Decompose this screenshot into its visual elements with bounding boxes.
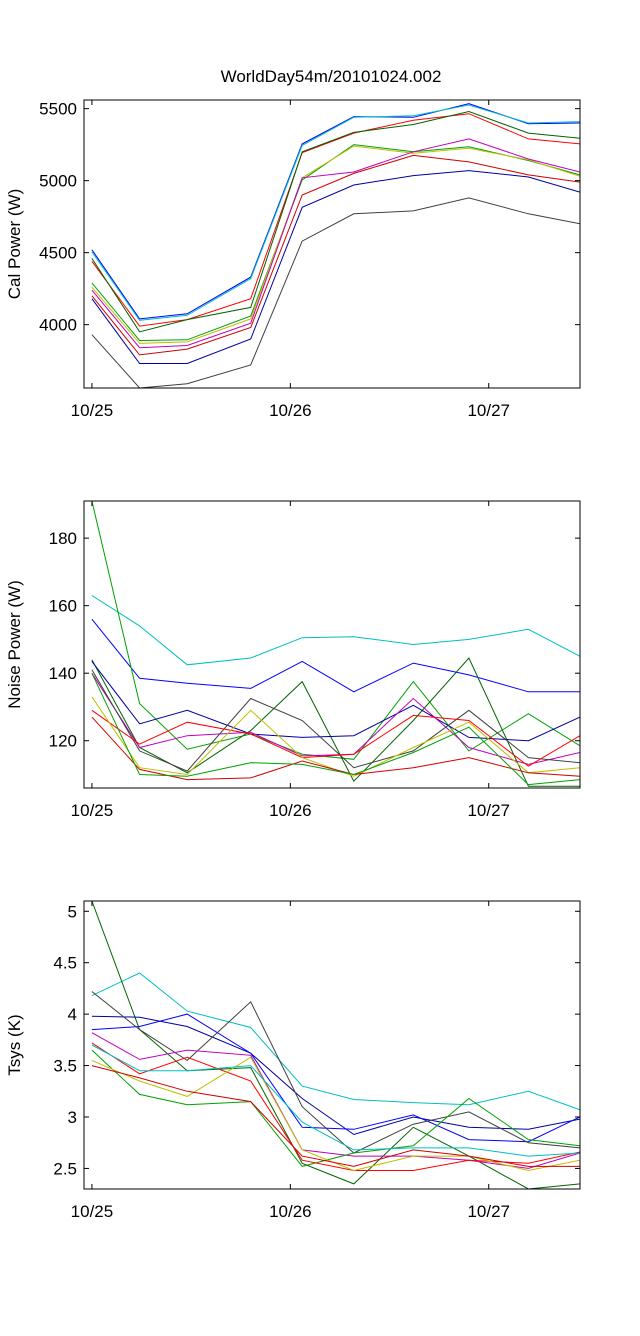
noise-power-series-line-9 <box>91 696 580 777</box>
cal-power-series-line-2 <box>91 104 580 321</box>
noise-power-series-line-8 <box>91 709 580 767</box>
cal-power-y-tick-label: 5500 <box>39 100 77 119</box>
tsys-y-tick-label: 3.5 <box>53 1057 77 1076</box>
cal-power-series-line-4 <box>91 110 580 333</box>
noise-power-x-tick-label: 10/25 <box>71 801 114 820</box>
tsys-plot: 10/25 10/26 10/27 2.5 3 3.5 4 4.5 5 Tsys (K) <box>5 900 581 1221</box>
noise-power-series-line-2 <box>91 618 580 693</box>
cal-power-series-line-8 <box>91 154 580 356</box>
tsys-series-line-4 <box>91 1013 580 1143</box>
tsys-series-group <box>91 901 580 1189</box>
noise-power-x-tick-label: 10/27 <box>467 801 510 820</box>
tsys-series-line-6 <box>91 1032 580 1169</box>
cal-power-plot: 10/25 10/26 10/27 4000 4500 5000 5500 Cal Power… <box>5 99 581 420</box>
noise-power-series-line-3 <box>91 501 580 760</box>
noise-power-y-tick-label: 140 <box>49 664 77 683</box>
tsys-series-line-1 <box>91 972 580 1111</box>
tsys-series-line-7 <box>91 1049 580 1167</box>
noise-power-y-tick-label: 180 <box>49 529 77 548</box>
cal-power-series-line-3 <box>91 113 580 327</box>
cal-power-series-line-1 <box>91 103 580 320</box>
tsys-series-line-10 <box>91 1065 580 1167</box>
tsys-x-tick-label: 10/27 <box>467 1202 510 1221</box>
cal-power-series-group <box>91 103 580 388</box>
noise-power-series-line-7 <box>91 669 580 772</box>
noise-power-series-line-4 <box>91 657 580 787</box>
cal-power-series-line-9 <box>91 170 580 364</box>
cal-power-y-tick-label: 4500 <box>39 244 77 263</box>
noise-power-series-line-1 <box>91 595 580 666</box>
tsys-y-tick-label: 5 <box>68 902 77 921</box>
tsys-series-line-2 <box>91 901 580 1189</box>
tsys-series-line-3 <box>91 1015 580 1136</box>
cal-power-x-tick-label: 10/26 <box>269 401 312 420</box>
tsys-series-line-8 <box>91 1042 580 1171</box>
noise-power-series-line-10 <box>91 716 580 781</box>
tsys-series-line-5 <box>91 991 580 1154</box>
noise-power-y-tick-label: 120 <box>49 732 77 751</box>
cal-power-axes-frame <box>83 99 581 389</box>
noise-power-axes-frame <box>83 500 581 789</box>
figure-title: WorldDay54m/20101024.002 <box>221 67 442 86</box>
tsys-y-tick-label: 2.5 <box>53 1159 77 1178</box>
tsys-y-tick-label: 4.5 <box>53 954 77 973</box>
cal-power-series-line-6 <box>91 145 580 344</box>
cal-power-y-axis-label: Cal Power (W) <box>5 189 24 300</box>
noise-power-y-axis-label: Noise Power (W) <box>5 580 24 708</box>
noise-power-y-tick-label: 160 <box>49 597 77 616</box>
tsys-y-tick-label: 3 <box>68 1108 77 1127</box>
cal-power-series-line-10 <box>91 197 580 388</box>
cal-power-series-line-7 <box>91 138 580 349</box>
tsys-x-tick-label: 10/25 <box>71 1202 114 1221</box>
tsys-axes-frame <box>83 900 581 1190</box>
noise-power-series-group <box>91 501 580 787</box>
cal-power-y-tick-label: 5000 <box>39 172 77 191</box>
tsys-x-tick-label: 10/26 <box>269 1202 312 1221</box>
cal-power-x-tick-label: 10/25 <box>71 401 114 420</box>
noise-power-x-tick-label: 10/26 <box>269 801 312 820</box>
cal-power-y-tick-label: 4000 <box>39 316 77 335</box>
tsys-y-tick-label: 4 <box>68 1005 77 1024</box>
tsys-y-axis-label: Tsys (K) <box>5 1014 24 1075</box>
noise-power-series-line-11 <box>91 672 580 786</box>
noise-power-plot: 10/25 10/26 10/27 120 140 160 180 Noise Power (… <box>5 500 581 820</box>
noise-power-series-line-5 <box>91 661 580 742</box>
cal-power-x-tick-label: 10/27 <box>467 401 510 420</box>
tsys-series-line-11 <box>91 1044 580 1157</box>
tsys-series-line-9 <box>91 1056 580 1172</box>
